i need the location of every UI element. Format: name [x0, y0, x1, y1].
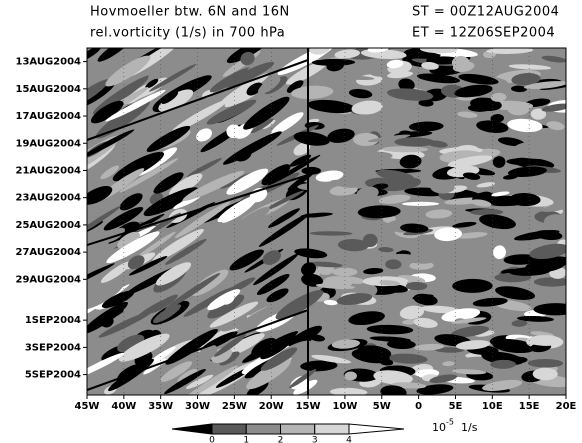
x-tick-label: 30W — [185, 401, 210, 412]
end-time: ET = 12Z06SEP2004 — [412, 26, 555, 41]
colorbar-segment — [246, 424, 280, 434]
y-tick-label: 17AUG2004 — [15, 111, 81, 122]
colorbar-high — [349, 424, 404, 434]
x-tick-label: 20E — [556, 401, 577, 412]
y-tick-label: 19AUG2004 — [15, 138, 81, 149]
x-tick-label: 0 — [415, 401, 422, 412]
field-blob — [534, 277, 571, 286]
y-tick-label: 1SEP2004 — [25, 315, 81, 326]
contour-field — [60, 32, 582, 404]
colorbar-tick-label: 4 — [346, 436, 352, 443]
x-tick-label: 10E — [482, 401, 503, 412]
y-tick-label: 27AUG2004 — [15, 247, 81, 258]
colorbar-tick-label: 1 — [243, 436, 249, 443]
colorbar-tick-label: 0 — [209, 436, 215, 443]
colorbar-tick-label: 2 — [278, 436, 284, 443]
y-tick-label: 21AUG2004 — [15, 165, 81, 176]
y-tick-label: 15AUG2004 — [15, 84, 81, 95]
x-tick-label: 40W — [111, 401, 136, 412]
colorbar-segment — [281, 424, 315, 434]
y-tick-label: 13AUG2004 — [15, 57, 81, 68]
colorbar-segment — [212, 424, 246, 434]
y-tick-label: 29AUG2004 — [15, 274, 81, 285]
colorbar-segment — [315, 424, 349, 434]
x-tick-label: 5E — [449, 401, 463, 412]
x-tick-label: 25W — [222, 401, 247, 412]
x-tick-label: 5W — [373, 401, 391, 412]
x-tick-label: 20W — [259, 401, 284, 412]
chart-subtitle: rel.vorticity (1/s) in 700 hPa — [90, 26, 285, 41]
x-tick-label: 10W — [332, 401, 357, 412]
colorbar-unit-exp: -5 — [446, 418, 454, 427]
x-tick-label: 35W — [148, 401, 173, 412]
chart: Hovmoeller btw. 6N and 16N rel.vorticity… — [0, 0, 582, 443]
y-tick-label: 5SEP2004 — [25, 370, 81, 381]
colorbar-low — [172, 424, 212, 434]
colorbar-unit-base: 10 — [432, 421, 446, 434]
x-tick-label: 45W — [75, 401, 100, 412]
start-time: ST = 00Z12AUG2004 — [412, 5, 559, 20]
colorbar-unit: 1/s — [461, 421, 478, 434]
y-tick-label: 23AUG2004 — [15, 193, 81, 204]
x-tick-label: 15W — [296, 401, 321, 412]
y-tick-label: 3SEP2004 — [25, 342, 81, 353]
colorbar-tick-label: 3 — [312, 436, 318, 443]
x-tick-label: 15E — [519, 401, 540, 412]
field-blob — [406, 282, 428, 290]
chart-title: Hovmoeller btw. 6N and 16N — [90, 5, 290, 20]
field-blob — [452, 279, 493, 293]
y-tick-label: 25AUG2004 — [15, 220, 81, 231]
